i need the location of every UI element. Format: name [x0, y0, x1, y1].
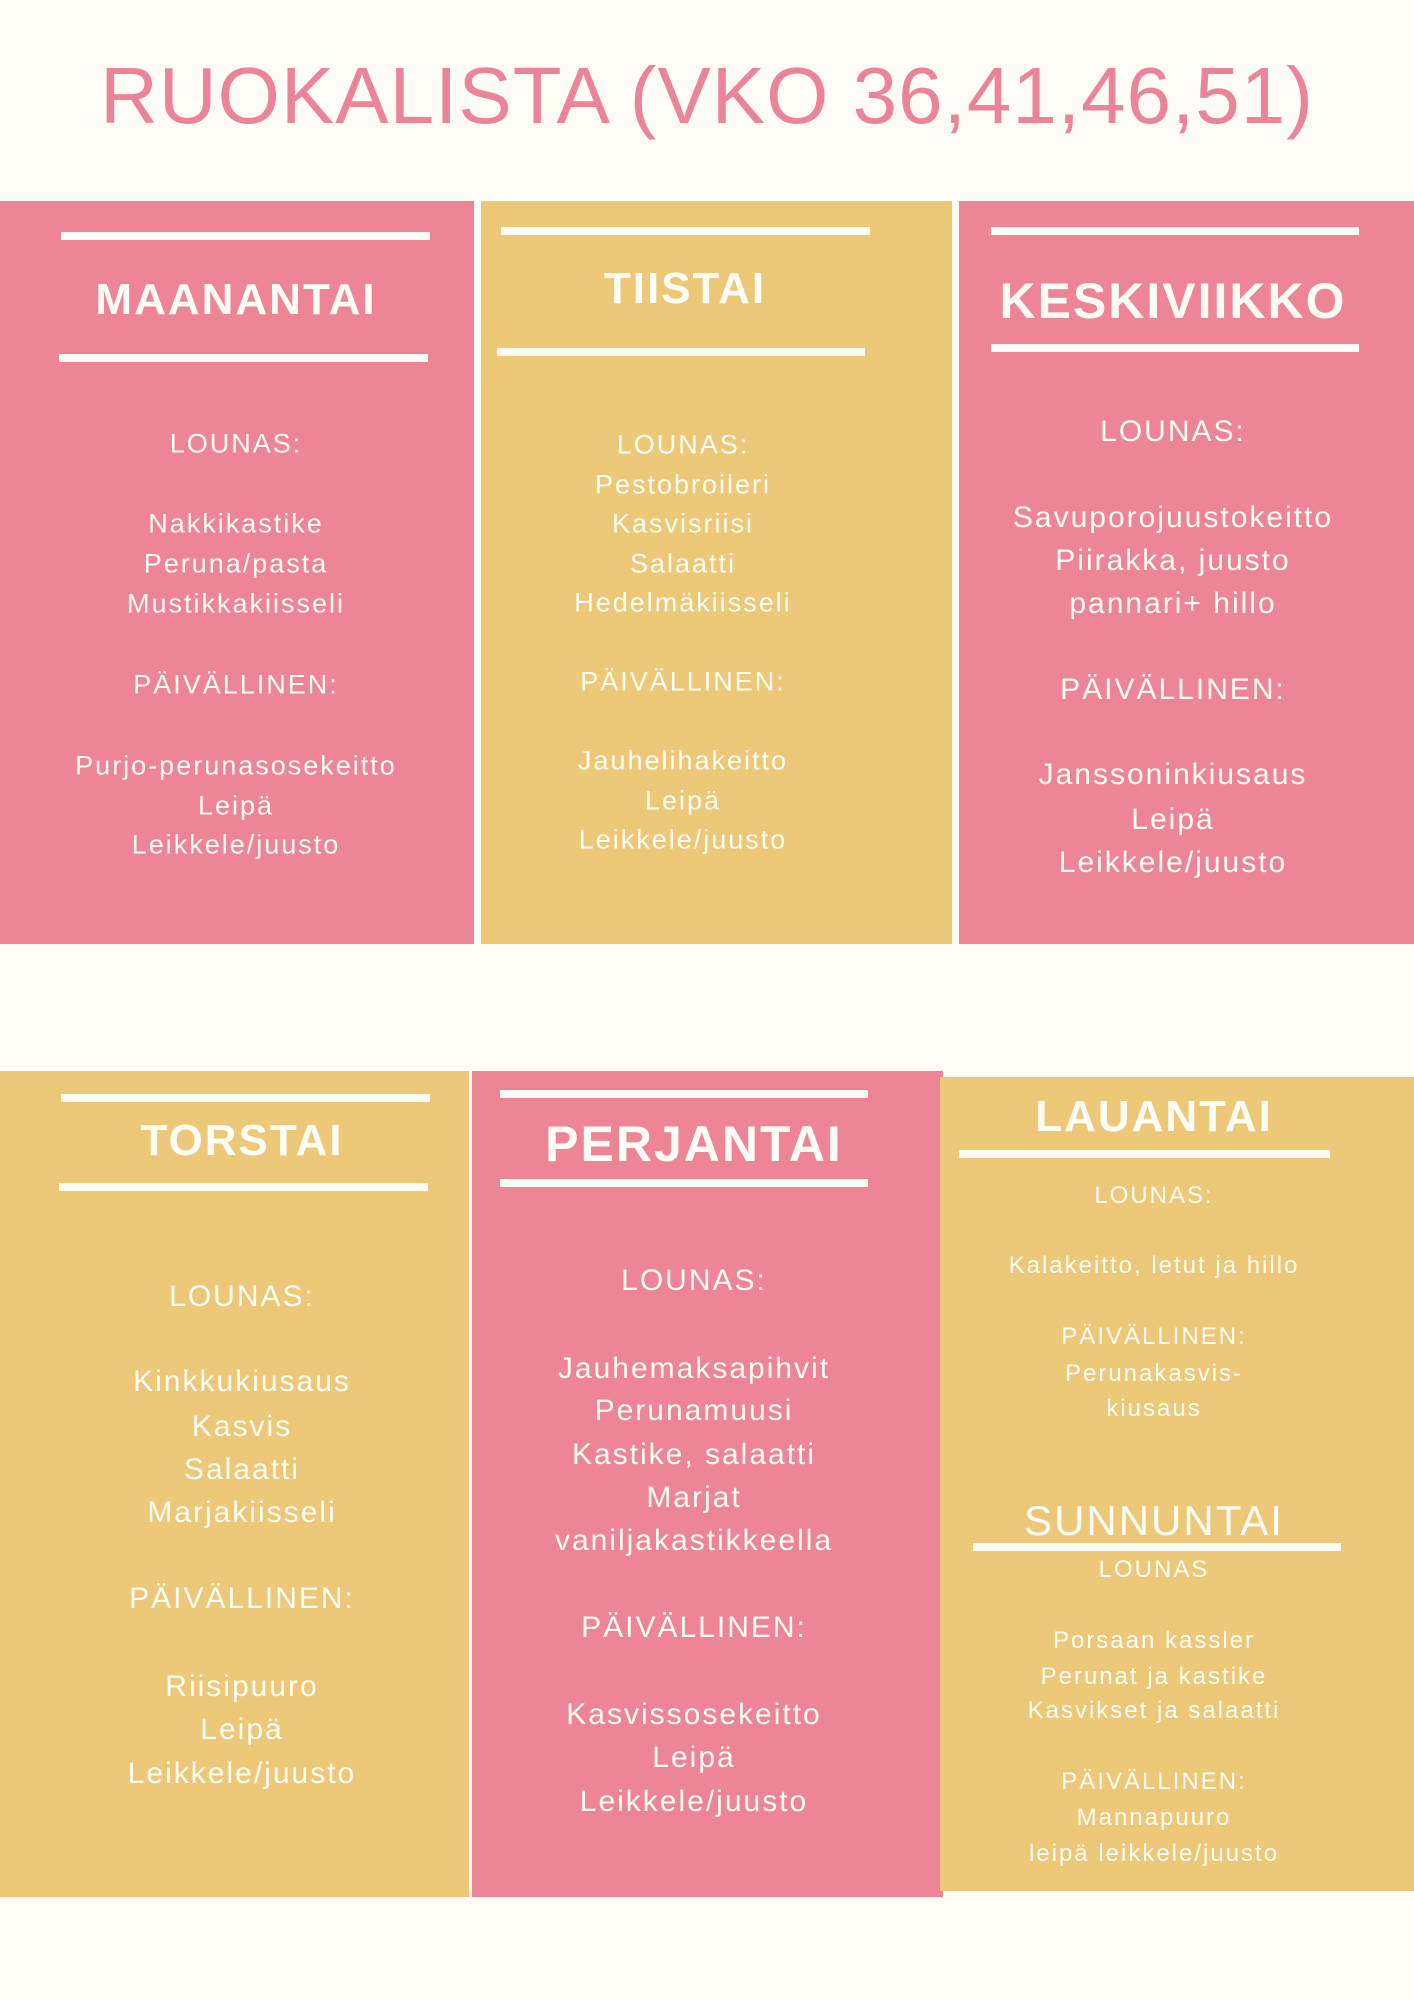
divider — [59, 1183, 428, 1191]
lunch-label: LOUNAS: — [1100, 415, 1246, 448]
menu-item: Leipä — [197, 790, 275, 821]
menu-item: Kalakeitto, letut ja hillo — [1008, 1252, 1300, 1279]
menu-item: Leikkele/juusto — [131, 829, 341, 860]
menu-item: kiusaus — [1106, 1395, 1202, 1422]
menu-item: Marjat — [646, 1481, 742, 1514]
panel-torstai — [0, 1071, 469, 1897]
divider — [991, 227, 1359, 235]
panel-keskiviikko — [959, 201, 1414, 944]
menu-item: Peruna/pasta — [143, 548, 329, 579]
divider — [501, 227, 870, 235]
menu-item: Perunat ja kastike — [1040, 1663, 1268, 1690]
dinner-label: PÄIVÄLLINEN: — [581, 1611, 807, 1644]
menu-item: Hedelmäkiisseli — [574, 587, 792, 618]
lunch-label: LOUNAS: — [621, 1264, 767, 1297]
day-heading: LAUANTAI — [1035, 1092, 1273, 1141]
page-title: RUOKALISTA (VKO 36,41,46,51) — [100, 51, 1314, 140]
menu-item: Marjakiisseli — [147, 1496, 337, 1529]
menu-item: Kasvis — [191, 1410, 293, 1443]
divider — [959, 1150, 1330, 1158]
dinner-label: PÄIVÄLLINEN: — [1061, 1323, 1247, 1350]
menu-item: Leipä — [652, 1741, 736, 1774]
lunch-label: LOUNAS: — [169, 428, 303, 459]
menu-item: leipä leikkele/juusto — [1028, 1840, 1280, 1867]
panel-weekend — [940, 1077, 1414, 1891]
menu-item: Mannapuuro — [1076, 1804, 1232, 1831]
menu-item: Kinkkukiusaus — [133, 1365, 351, 1398]
menu-item: Leipä — [200, 1713, 284, 1746]
divider — [500, 1090, 868, 1098]
divider — [973, 1543, 1341, 1551]
dinner-label: PÄIVÄLLINEN: — [1061, 1768, 1247, 1795]
divider — [59, 354, 428, 362]
menu-item: Pestobroileri — [594, 469, 772, 500]
lunch-label: LOUNAS: — [616, 429, 750, 460]
menu-item: Leikkele/juusto — [579, 1785, 809, 1818]
divider — [500, 1179, 868, 1187]
day-heading: TIISTAI — [603, 264, 767, 313]
day-heading: SUNNUNTAI — [1024, 1497, 1284, 1544]
menu-item: Nakkikastike — [148, 508, 324, 539]
menu-item: Piirakka, juusto — [1055, 544, 1291, 577]
lunch-label: LOUNAS: — [1094, 1182, 1214, 1209]
dinner-label: PÄIVÄLLINEN: — [129, 1582, 355, 1615]
lunch-label: LOUNAS — [1098, 1556, 1210, 1583]
panel-perjantai — [472, 1071, 943, 1897]
menu-item: Perunakasvis- — [1064, 1360, 1244, 1387]
menu-item: Leikkele/juusto — [1058, 846, 1288, 879]
day-heading: TORSTAI — [140, 1116, 344, 1165]
day-heading: MAANANTAI — [95, 275, 377, 324]
menu-item: Leikkele/juusto — [578, 824, 788, 855]
menu-item: Riisipuuro — [165, 1670, 319, 1703]
menu-item: Kasvisriisi — [611, 508, 755, 539]
menu-item: Leikkele/juusto — [127, 1757, 357, 1790]
menu-item: Savuporojuustokeitto — [1012, 501, 1334, 534]
menu-item: Leipä — [644, 785, 722, 816]
dinner-label: PÄIVÄLLINEN: — [133, 669, 339, 700]
divider — [61, 232, 430, 240]
menu-item: Kastike, salaatti — [571, 1438, 817, 1471]
divider — [497, 348, 865, 356]
divider — [61, 1094, 430, 1102]
menu-item: Jauhemaksapihvit — [557, 1352, 831, 1385]
menu-item: Kasvikset ja salaatti — [1027, 1697, 1281, 1724]
panel-tiistai — [481, 201, 952, 944]
menu-item: Kasvissosekeitto — [566, 1698, 822, 1731]
menu-item: Salaatti — [629, 548, 737, 579]
day-heading: KESKIVIIKKO — [999, 273, 1347, 329]
menu-item: Mustikkakiisseli — [126, 588, 346, 619]
menu-item: pannari+ hillo — [1069, 587, 1277, 620]
lunch-label: LOUNAS: — [169, 1280, 315, 1313]
menu-item: Porsaan kassler — [1052, 1627, 1256, 1654]
menu-item: Janssoninkiusaus — [1038, 758, 1308, 791]
menu-item: Perunamuusi — [594, 1394, 794, 1427]
menu-item: vaniljakastikkeella — [554, 1524, 834, 1557]
dinner-label: PÄIVÄLLINEN: — [1060, 673, 1286, 706]
divider — [991, 344, 1359, 352]
menu-item: Salaatti — [183, 1453, 301, 1486]
dinner-label: PÄIVÄLLINEN: — [580, 666, 786, 697]
menu-item: Leipä — [1131, 803, 1215, 836]
menu-item: Jauhelihakeitto — [577, 745, 789, 776]
day-heading: PERJANTAI — [545, 1116, 843, 1172]
panel-maanantai — [0, 201, 474, 944]
menu-item: Purjo-perunasosekeitto — [75, 750, 397, 781]
